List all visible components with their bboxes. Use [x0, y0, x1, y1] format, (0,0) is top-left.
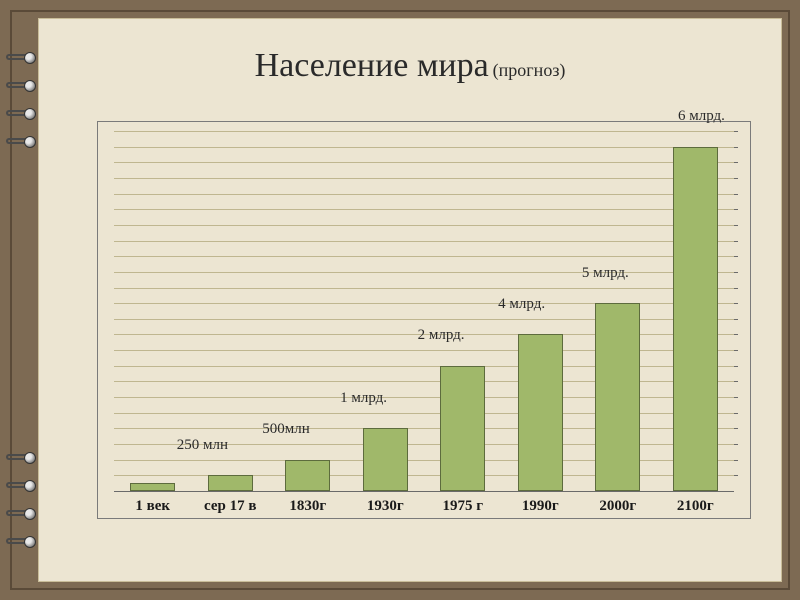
y-tick — [734, 256, 738, 257]
x-label: 1975 г — [442, 498, 483, 515]
binder-ring — [6, 508, 36, 520]
bar-value-label: 6 млрд. — [678, 108, 725, 125]
gridline — [114, 413, 734, 414]
bar — [595, 303, 640, 491]
chart-title: Население мира (прогноз) — [39, 47, 781, 85]
bar — [440, 366, 485, 491]
bar-value-label: 500млн — [262, 421, 310, 438]
x-axis-labels: 1 век сер 17 в 1830г 1930г 1975 г 1990г 2000г 2… — [114, 494, 734, 518]
y-tick — [734, 241, 738, 242]
y-tick — [734, 350, 738, 351]
bar-value-label: 1 млрд. — [340, 390, 387, 407]
y-tick — [734, 209, 738, 210]
x-label: 1830г — [289, 498, 326, 515]
y-tick — [734, 334, 738, 335]
binder-ring — [6, 536, 36, 548]
x-axis — [114, 491, 734, 492]
y-tick — [734, 319, 738, 320]
x-label: 2100г — [677, 498, 714, 515]
gridline — [114, 303, 734, 304]
binder-ring — [6, 52, 36, 64]
title-sub: (прогноз) — [493, 60, 566, 80]
gridline — [114, 162, 734, 163]
title-main: Население мира — [255, 47, 489, 84]
plot-area: 250 млн 500млн 1 млрд. 2 млрд. 4 млрд. 5 млрд… — [114, 132, 734, 492]
binder-ring — [6, 452, 36, 464]
gridline — [114, 225, 734, 226]
bar — [518, 334, 563, 491]
gridline — [114, 178, 734, 179]
y-tick — [734, 475, 738, 476]
y-tick — [734, 194, 738, 195]
y-tick — [734, 428, 738, 429]
x-label: 1990г — [522, 498, 559, 515]
slide-outer-frame: Население мира (прогноз) 250 млн 500млн 1 … — [10, 10, 790, 590]
gridline — [114, 319, 734, 320]
y-tick — [734, 366, 738, 367]
bar — [673, 147, 718, 491]
gridline — [114, 350, 734, 351]
gridline — [114, 209, 734, 210]
gridline — [114, 428, 734, 429]
y-tick — [734, 444, 738, 445]
x-label: 2000г — [599, 498, 636, 515]
gridline — [114, 131, 734, 132]
y-tick — [734, 272, 738, 273]
gridline — [114, 272, 734, 273]
gridline — [114, 194, 734, 195]
y-tick — [734, 147, 738, 148]
x-label: сер 17 в — [204, 498, 256, 515]
bar — [285, 460, 330, 491]
gridline — [114, 366, 734, 367]
binder-ring — [6, 480, 36, 492]
gridline — [114, 241, 734, 242]
slide-canvas: Население мира (прогноз) 250 млн 500млн 1 … — [38, 18, 782, 582]
y-tick — [734, 460, 738, 461]
y-tick — [734, 413, 738, 414]
gridline — [114, 381, 734, 382]
bar — [130, 483, 175, 491]
binder-ring — [6, 136, 36, 148]
y-tick — [734, 225, 738, 226]
gridline — [114, 397, 734, 398]
bar — [208, 475, 253, 491]
bar — [363, 428, 408, 491]
y-tick — [734, 397, 738, 398]
gridline — [114, 288, 734, 289]
binder-ring — [6, 80, 36, 92]
chart-frame: 250 млн 500млн 1 млрд. 2 млрд. 4 млрд. 5 млрд… — [97, 121, 751, 519]
bar-value-label: 5 млрд. — [582, 265, 629, 282]
y-tick — [734, 288, 738, 289]
bar-value-label: 250 млн — [177, 437, 228, 454]
x-label: 1 век — [135, 498, 170, 515]
binder-ring — [6, 108, 36, 120]
x-label: 1930г — [367, 498, 404, 515]
bar-value-label: 4 млрд. — [498, 296, 545, 313]
y-tick — [734, 381, 738, 382]
y-tick — [734, 131, 738, 132]
y-tick — [734, 303, 738, 304]
gridline — [114, 460, 734, 461]
y-tick — [734, 178, 738, 179]
bar-value-label: 2 млрд. — [418, 327, 465, 344]
gridline — [114, 256, 734, 257]
gridline — [114, 147, 734, 148]
y-tick — [734, 162, 738, 163]
